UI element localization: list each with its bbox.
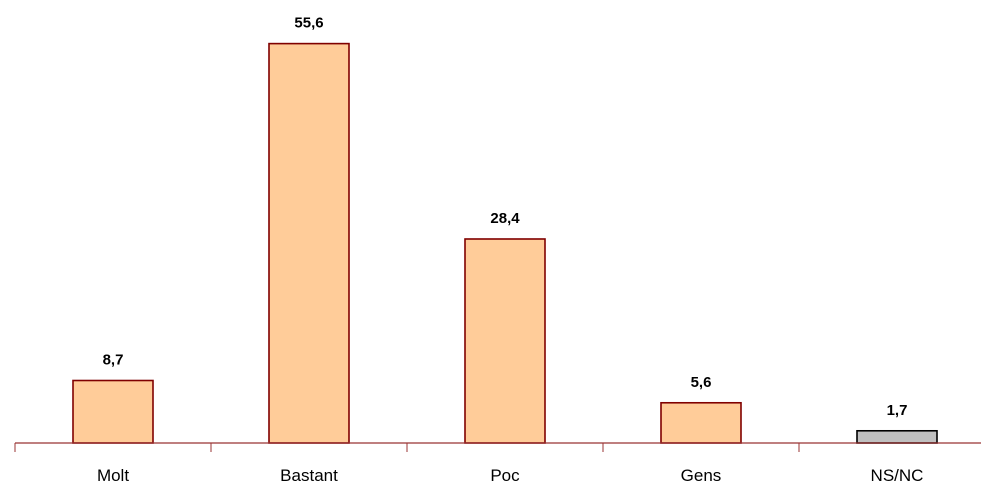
bar-bastant <box>268 42 350 444</box>
x-tick-label-molt: Molt <box>97 466 129 485</box>
data-labels-group: 8,7 55,6 28,4 5,6 1,7 <box>103 15 908 419</box>
bar-molt <box>72 379 154 444</box>
x-tick-label-ns-nc: NS/NC <box>871 466 924 485</box>
x-axis-labels-group: Molt Bastant Poc Gens NS/NC <box>97 466 924 485</box>
data-label-gens: 5,6 <box>691 374 712 391</box>
data-label-poc: 28,4 <box>490 210 520 227</box>
bars-group <box>72 42 938 444</box>
data-label-bastant: 55,6 <box>294 15 323 32</box>
x-tick-label-bastant: Bastant <box>280 466 338 485</box>
data-label-molt: 8,7 <box>103 352 124 369</box>
data-label-ns-nc: 1,7 <box>887 402 908 419</box>
x-tick-label-gens: Gens <box>681 466 722 485</box>
bar-gens <box>660 401 742 444</box>
x-axis-ticks-group <box>14 443 800 452</box>
bar-poc <box>464 238 546 444</box>
x-tick-label-poc: Poc <box>490 466 520 485</box>
bar-ns-nc <box>856 429 938 444</box>
